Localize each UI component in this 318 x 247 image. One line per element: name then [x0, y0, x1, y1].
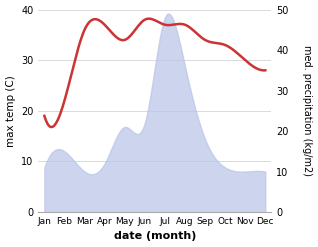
- Y-axis label: med. precipitation (kg/m2): med. precipitation (kg/m2): [302, 45, 313, 176]
- Y-axis label: max temp (C): max temp (C): [5, 75, 16, 147]
- X-axis label: date (month): date (month): [114, 231, 196, 242]
